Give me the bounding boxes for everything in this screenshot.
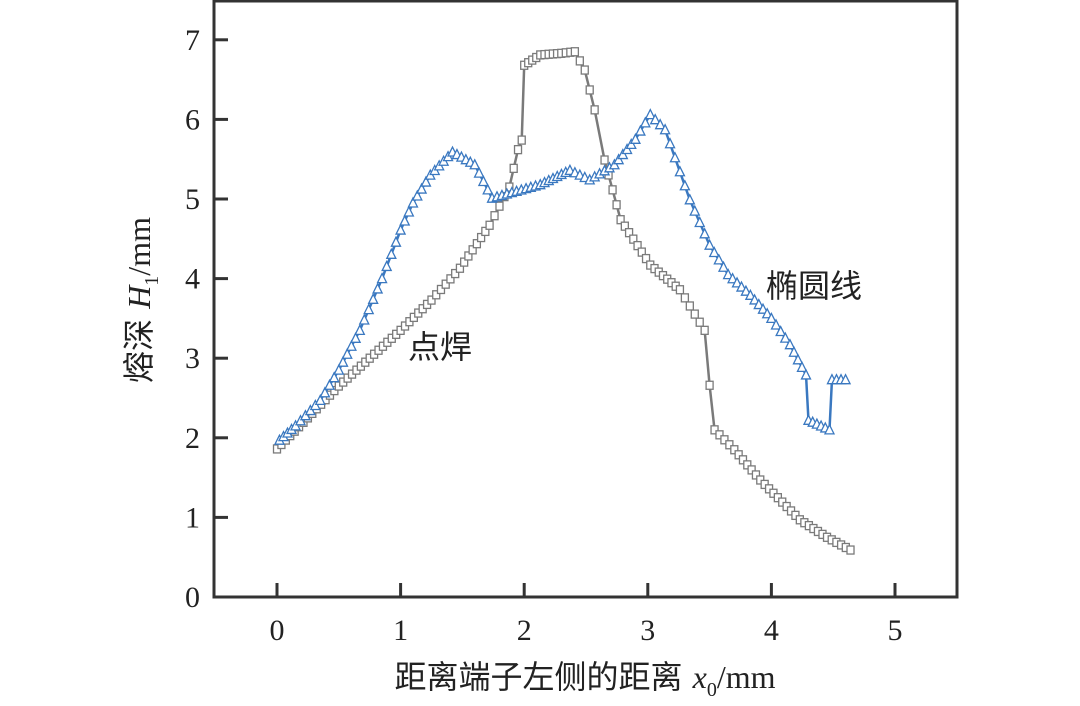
y-tick-label: 5	[185, 183, 200, 216]
y-tick-label: 3	[185, 342, 200, 375]
plot-frame	[212, 0, 959, 599]
x-tick-label: 0	[270, 614, 285, 647]
annotation-spot-weld: 点焊	[408, 328, 472, 366]
y-tick-label: 2	[185, 422, 200, 455]
axis-ticks: 0 1 2 3 4 5 0 1 2 3 4 5 6 7	[185, 24, 903, 647]
x-axis-title: 距离端子左侧的距离 x0/mm	[394, 658, 775, 701]
x-tick-label: 5	[888, 614, 903, 647]
y-tick-label: 4	[185, 263, 200, 296]
series-ellipse	[273, 108, 852, 445]
y-axis-title: 熔深 H1/mm	[120, 217, 163, 383]
y-tick-label: 6	[185, 103, 200, 136]
y-tick-label: 1	[185, 501, 200, 534]
x-tick-label: 4	[764, 614, 779, 647]
y-tick-label: 0	[185, 581, 200, 614]
annotation-ellipse: 椭圆线	[766, 267, 862, 305]
series-layer	[272, 47, 855, 555]
x-tick-label: 3	[640, 614, 655, 647]
y-tick-label: 7	[185, 24, 200, 57]
x-tick-label: 1	[393, 614, 408, 647]
x-tick-label: 2	[517, 614, 532, 647]
